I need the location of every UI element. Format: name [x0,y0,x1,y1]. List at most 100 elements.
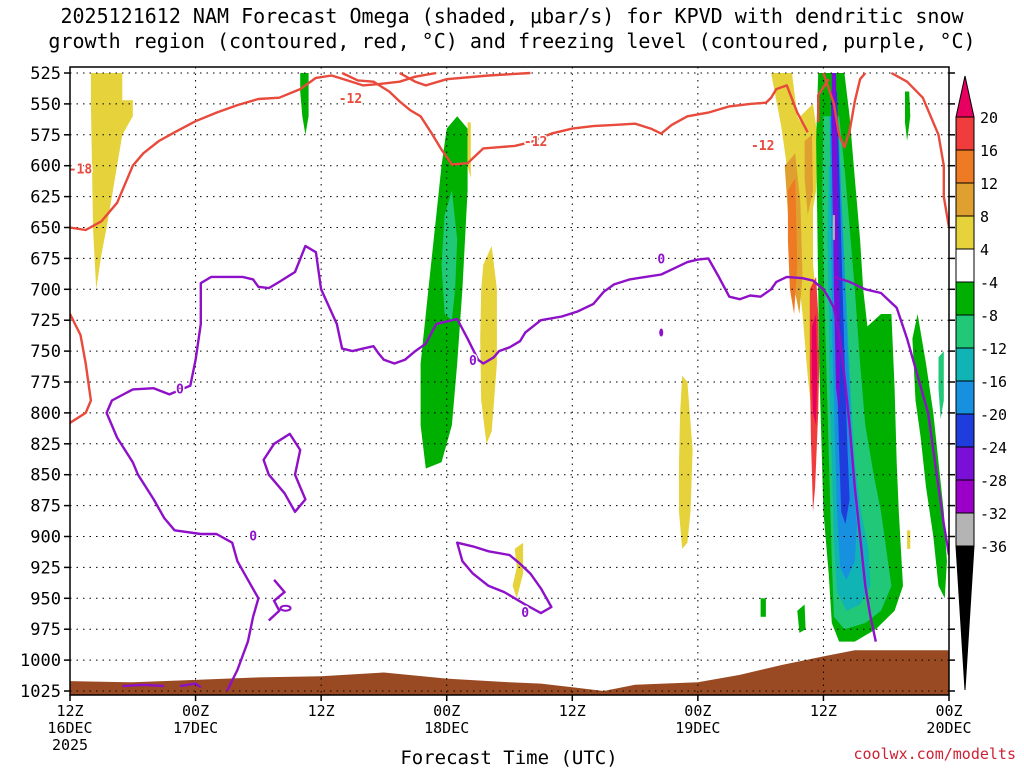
contour-label-frz-d: 0 [657,253,665,268]
colorbar-swatch-5 [955,248,975,283]
omega-region-15 [811,314,818,426]
colorbar-label-1: 16 [980,142,998,160]
y-tick-label-650: 650 [30,219,61,239]
contour-label-frz-e: 0 [521,606,529,621]
y-tick-label-1000: 1000 [20,651,61,671]
freezing-line-contour [105,244,877,692]
colorbar-label-2: 12 [980,175,998,193]
title-line-1: 2025121612 NAM Forecast Omega (shaded, μ… [60,4,964,28]
dgz-upper-line6-contour [817,78,830,123]
colorbar-swatch-10 [955,413,975,448]
colorbar-bottom-arrow [955,545,975,691]
contour-label-dgz-a: -12 [339,92,362,107]
freezing-line-late-contour [833,275,949,556]
dgz-upper-line2-contour [341,71,809,166]
y-tick-label-550: 550 [30,95,61,115]
contour-label-frz-b: 0 [249,530,257,545]
omega-region-4 [467,122,471,179]
x-tick-label-36-line2: 18DEC [424,719,469,737]
omega-region-11 [787,178,798,314]
freezing-loop1-contour [262,432,307,513]
x-tick-label-12-line1: 00Z [182,702,209,720]
colorbar-top-arrow [955,75,975,118]
omega-region-23 [905,91,911,141]
y-tick-label-700: 700 [30,280,61,300]
x-tick-label-12-line2: 17DEC [173,719,218,737]
omega-region-13 [804,134,813,216]
dgz-lower-line-contour [70,313,93,424]
dgz-upper-line-contour [70,71,437,232]
x-tick-label-48-line1: 12Z [559,702,586,720]
colorbar-label-11: -28 [980,472,1007,490]
freezing-dot [659,328,664,337]
y-tick-label-725: 725 [30,311,61,331]
colorbar-swatch-2 [955,149,975,184]
freezing-small-loop [279,604,292,612]
colorbar-swatch-9 [955,380,975,415]
colorbar-label-6: -8 [980,307,998,325]
x-tick-label-60-line2: 19DEC [675,719,720,737]
colorbar-swatch-3 [955,182,975,217]
freezing-surface-contour-2 [179,682,202,689]
x-tick-label-36-line1: 00Z [433,702,460,720]
colorbar-label-9: -20 [980,406,1007,424]
omega-region-5 [480,246,497,444]
y-axis: 525 550 575 600 625 650 675 700 725 750 775 800 825 8… [20,64,955,702]
y-tick-label-600: 600 [30,157,61,177]
freezing-surface-contour [122,683,165,688]
contours: -12 -12 -12 -18 0 0 0 0 0 [69,71,949,692]
colorbar-swatch-11 [955,446,975,481]
omega-region-26 [907,530,911,549]
colorbar-swatch-7 [955,314,975,349]
omega-shading [90,73,947,642]
y-tick-label-575: 575 [30,126,61,146]
contour-label-frz-a: 0 [176,382,184,397]
colorbar-swatch-8 [955,347,975,382]
colorbar-label-5: -4 [980,274,998,292]
colorbar-swatch-4 [955,215,975,250]
omega-region-27 [797,604,806,633]
x-tick-label-84-line1: 00Z [935,702,962,720]
colorbar-swatch-12 [955,479,975,514]
omega-region-7 [679,375,693,549]
colorbar-label-4: 4 [980,241,989,259]
omega-region-3 [441,190,458,321]
y-tick-label-1025: 1025 [20,682,61,702]
y-tick-label-875: 875 [30,497,61,517]
plot-frame [69,66,950,696]
gridlines [70,67,949,695]
plot-border [69,66,950,696]
x-tick-label-60-line1: 00Z [684,702,711,720]
x-axis-label: Forecast Time (UTC) [400,747,617,768]
y-tick-label-850: 850 [30,466,61,486]
site-credit: coolwx.com/modelts [853,745,1016,763]
contour-label-dgz-c: -12 [751,139,774,154]
x-tick-label-0-line2: 16DEC [47,719,92,737]
x-tick-label-0-line1: 12Z [56,702,83,720]
colorbar-label-0: 20 [980,109,998,127]
colorbar: 20 16 12 8 4 -4 -8 -12 -16 -20 -24 -28 -32 -36 [955,75,1007,691]
colorbar-swatch-1 [955,116,975,151]
colorbar-label-10: -24 [980,439,1007,457]
y-tick-label-625: 625 [30,188,61,208]
x-tick-label-0-line3: 2025 [52,736,88,754]
colorbar-swatch-6 [955,281,975,316]
omega-region-8 [760,598,766,617]
contour-label-dgz-left: -18 [69,162,93,177]
y-tick-label-775: 775 [30,373,61,393]
dgz-upper-line4-contour [822,72,867,149]
contour-label-frz-c: 0 [469,354,477,369]
y-tick-label-975: 975 [30,620,61,640]
terrain-fill [70,650,949,695]
y-tick-label-925: 925 [30,558,61,578]
colorbar-swatch-13 [955,512,975,547]
y-tick-label-675: 675 [30,249,61,269]
colorbar-label-7: -12 [980,340,1007,358]
omega-region-22 [832,215,835,240]
dgz-upper-line5-contour [890,71,949,228]
dgz-upper-line3-contour [399,71,531,87]
title-line-2: growth region (contoured, red, °C) and f… [48,29,976,53]
omega-region-6 [512,542,524,599]
